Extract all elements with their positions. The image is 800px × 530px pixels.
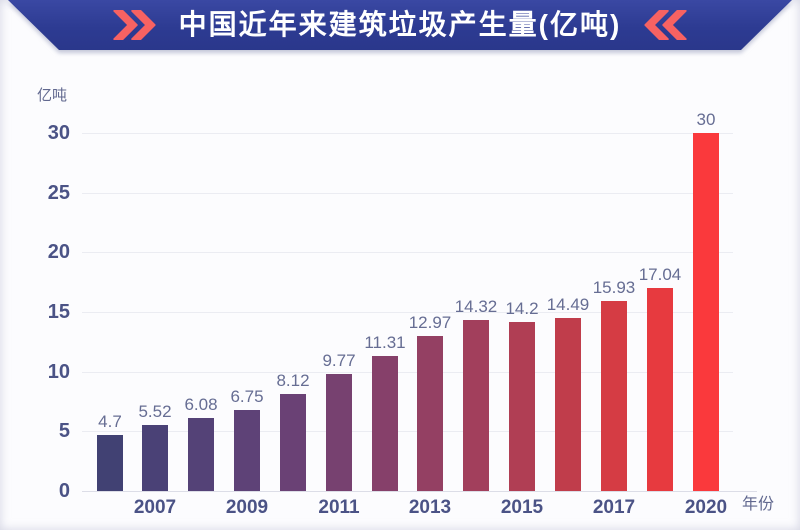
title-banner: 中国近年来建筑垃圾产生量(亿吨) — [0, 0, 800, 56]
bar-value-label: 14.32 — [454, 297, 498, 316]
bar-value-label: 12.97 — [408, 313, 452, 332]
bar-value-label: 17.04 — [638, 265, 682, 284]
x-tick-label: 2013 — [408, 497, 452, 518]
bar — [142, 425, 168, 491]
bar — [372, 356, 398, 491]
bar — [601, 301, 627, 491]
bar-value-label: 8.12 — [276, 371, 310, 390]
bar — [326, 374, 352, 491]
y-tick-label: 5 — [58, 420, 70, 442]
x-tick-label: 2007 — [133, 497, 177, 518]
bar — [188, 418, 214, 491]
double-chevron-left-icon — [644, 9, 688, 41]
bar-value-label: 9.77 — [322, 351, 356, 370]
bar-value-label: 6.08 — [184, 395, 218, 414]
x-tick-label: 2020 — [684, 497, 728, 518]
bar — [463, 320, 489, 491]
gridline — [82, 372, 733, 373]
bar — [234, 410, 260, 491]
bar-value-label: 15.93 — [592, 278, 636, 297]
x-tick-label: 2011 — [318, 497, 360, 518]
bar-value-label: 14.49 — [546, 295, 590, 314]
double-chevron-right-icon — [112, 9, 156, 41]
bar — [417, 336, 443, 491]
title-banner-shape: 中国近年来建筑垃圾产生量(亿吨) — [8, 0, 792, 50]
y-tick-label: 0 — [58, 480, 70, 502]
bar — [280, 394, 306, 491]
gridline — [82, 133, 733, 134]
y-axis-unit-label: 亿吨 — [37, 87, 68, 104]
y-tick-label: 30 — [47, 122, 70, 144]
bar — [97, 435, 123, 491]
bar-value-label: 4.7 — [98, 412, 122, 431]
gridline — [82, 312, 733, 313]
x-axis-title: 年份 — [742, 496, 775, 513]
bar — [647, 288, 673, 491]
gridline — [82, 431, 733, 432]
chart-title: 中国近年来建筑垃圾产生量(亿吨) — [178, 9, 622, 40]
bar-value-label: 30 — [696, 110, 716, 129]
y-tick-label: 15 — [47, 301, 70, 323]
x-tick-label: 2009 — [225, 497, 269, 518]
gridline — [82, 252, 733, 253]
gridline — [82, 193, 733, 194]
y-tick-label: 20 — [47, 241, 70, 263]
bar — [555, 318, 581, 491]
x-tick-label: 2015 — [500, 497, 544, 518]
x-axis-line — [82, 491, 757, 492]
bar-value-label: 5.52 — [138, 402, 172, 421]
bar-value-label: 11.31 — [364, 333, 406, 352]
y-tick-label: 25 — [47, 182, 70, 204]
bar-value-label: 6.75 — [230, 387, 264, 406]
bar — [509, 322, 535, 491]
bar — [693, 133, 719, 491]
y-tick-label: 10 — [47, 361, 70, 383]
bar-value-label: 14.2 — [505, 299, 539, 318]
x-tick-label: 2017 — [592, 497, 636, 518]
